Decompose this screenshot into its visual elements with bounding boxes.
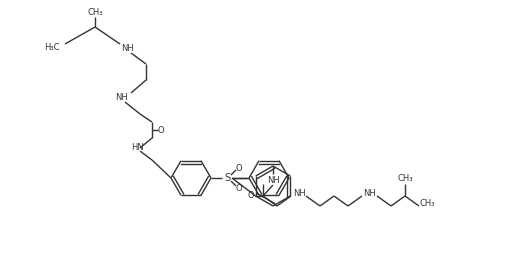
Text: CH₃: CH₃ <box>419 199 435 208</box>
Text: O: O <box>248 191 254 200</box>
Text: NH: NH <box>267 176 280 184</box>
Text: NH: NH <box>293 189 306 198</box>
Text: S: S <box>224 173 230 183</box>
Text: HN: HN <box>132 142 145 152</box>
Text: NH: NH <box>364 189 377 198</box>
Text: H₃C: H₃C <box>44 42 60 52</box>
Text: NH: NH <box>122 44 134 53</box>
Text: O: O <box>158 126 165 134</box>
Text: CH₃: CH₃ <box>87 8 103 17</box>
Text: NH: NH <box>115 92 128 102</box>
Text: O: O <box>236 183 242 192</box>
Text: O: O <box>236 163 242 172</box>
Text: CH₃: CH₃ <box>397 174 413 183</box>
